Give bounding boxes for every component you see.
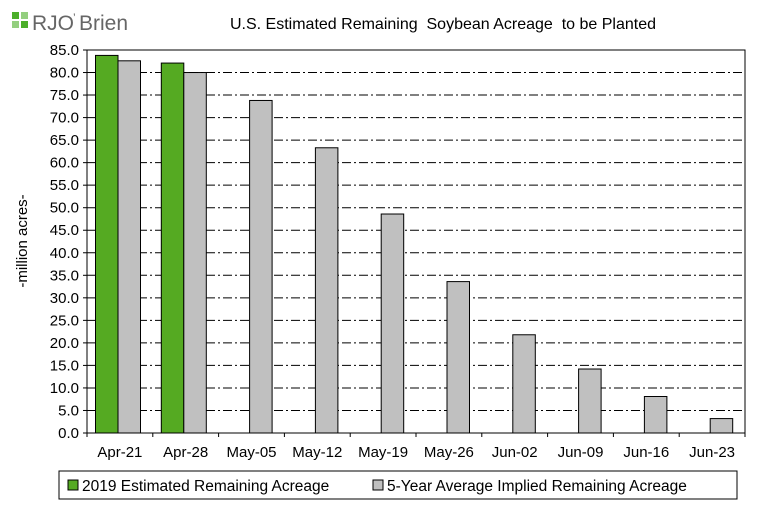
bars: [95, 54, 734, 434]
legend-swatch-2019: [67, 479, 79, 491]
bar-5yr-avg-may-26: [446, 281, 470, 434]
y-tick-label: 45.0: [50, 222, 79, 239]
y-tick-label: 70.0: [50, 110, 79, 127]
logo-mark-icon: [12, 12, 28, 28]
bar-5yr-avg-apr-28: [183, 72, 207, 434]
x-tick-labels: Apr-21 Apr-28 May-05 May-12 May-19 May-26 Jun-…: [97, 444, 735, 461]
bar-2019-apr-28: [160, 62, 185, 434]
company-logo: RJO ’ Brien: [12, 11, 128, 35]
axes: [83, 49, 746, 437]
legend-label-5yr-avg: 5-Year Average Implied Remaining Acreage: [387, 478, 687, 495]
y-tick-labels: 0.0 5.0 10.0 15.0 20.0 25.0 30.0 35.0 40.0 45.0 50…: [50, 42, 79, 442]
logo-apostrophe: ’: [73, 11, 76, 25]
y-tick-label: 15.0: [50, 357, 79, 374]
bar-5yr-avg-jun-16: [643, 396, 668, 434]
bar-5yr-avg-apr-21: [117, 60, 141, 434]
y-tick-label: 0.0: [58, 425, 79, 442]
y-tick-label: 40.0: [50, 245, 79, 262]
bar-5yr-avg-jun-09: [578, 368, 602, 434]
y-tick-label: 10.0: [50, 380, 79, 397]
x-tick-label: Jun-23: [689, 444, 735, 461]
x-tick-label: May-26: [424, 444, 474, 461]
legend-box: [58, 470, 738, 500]
legend-swatch-5yr-avg: [372, 479, 384, 491]
x-tick-label: Jun-16: [623, 444, 669, 461]
y-tick-label: 25.0: [50, 312, 79, 329]
chart-title: U.S. Estimated Remaining Soybean Acreage…: [230, 16, 656, 33]
y-tick-label: 50.0: [50, 200, 79, 217]
y-tick-label: 5.0: [58, 402, 79, 419]
x-tick-label: Apr-21: [97, 444, 142, 461]
y-axis-label: -million acres-: [14, 194, 31, 287]
x-tick-label: Apr-28: [163, 444, 208, 461]
x-tick-label: May-12: [292, 444, 342, 461]
bar-5yr-avg-may-05: [249, 99, 273, 434]
bar-5yr-avg-jun-02: [512, 334, 536, 434]
legend-label-2019: 2019 Estimated Remaining Acreage: [82, 478, 329, 495]
logo-text-a: RJO: [32, 12, 74, 35]
x-tick-label: May-19: [358, 444, 408, 461]
bar-5yr-avg-may-12: [314, 147, 339, 434]
x-tick-label: Jun-02: [492, 444, 538, 461]
y-tick-label: 30.0: [50, 290, 79, 307]
y-tick-label: 55.0: [50, 177, 79, 194]
x-tick-label: May-05: [226, 444, 276, 461]
y-tick-label: 20.0: [50, 335, 79, 352]
y-tick-label: 65.0: [50, 132, 79, 149]
y-tick-label: 85.0: [50, 42, 79, 59]
y-tick-label: 75.0: [50, 87, 79, 104]
legend: 2019 Estimated Remaining Acreage 5-Year …: [58, 470, 738, 500]
x-tick-label: Jun-09: [558, 444, 604, 461]
plot-area-border: [86, 49, 746, 434]
y-tick-label: 35.0: [50, 267, 79, 284]
bar-2019-apr-21: [95, 54, 119, 434]
bar-5yr-avg-may-19: [380, 213, 405, 434]
y-tick-label: 60.0: [50, 155, 79, 172]
logo-text-b: Brien: [79, 12, 128, 35]
bar-5yr-avg-jun-23: [709, 418, 734, 434]
y-tick-label: 80.0: [50, 65, 79, 82]
